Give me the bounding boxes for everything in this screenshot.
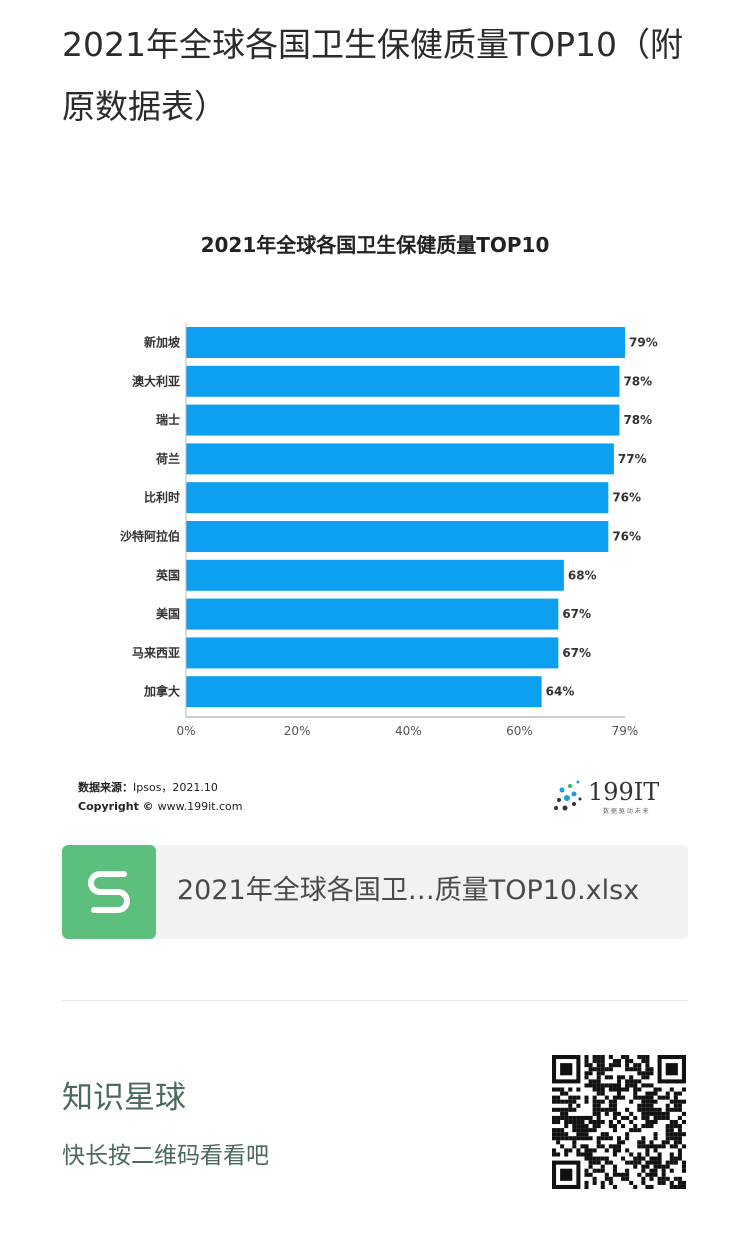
bar-4 bbox=[186, 482, 609, 514]
bar-chart: 2021年全球各国卫生保健质量TOP10 新加坡 79% 澳大利亚 78% 瑞士 78% 荷… bbox=[78, 233, 659, 815]
bar-7 bbox=[186, 598, 559, 630]
article-title: 2021年全球各国卫生保健质量TOP10（附原数据表） bbox=[62, 25, 684, 126]
logo-199it: 199IT 数 据 驱 动 未 来 bbox=[554, 778, 659, 815]
bar-9 bbox=[186, 676, 542, 708]
value-label: 67% bbox=[562, 607, 591, 621]
source-value: Ipsos，2021.10 bbox=[133, 781, 218, 794]
category-label: 新加坡 bbox=[144, 335, 181, 350]
x-tick-label: 79% bbox=[612, 724, 639, 738]
svg-text:数据来源：Ipsos，2021.10: 数据来源：Ipsos，2021.10 bbox=[78, 780, 218, 794]
value-label: 78% bbox=[623, 374, 652, 388]
value-label: 78% bbox=[623, 413, 652, 427]
value-label: 76% bbox=[612, 491, 641, 505]
bar-5 bbox=[186, 521, 609, 552]
category-label: 美国 bbox=[156, 606, 180, 621]
x-tick-label: 40% bbox=[395, 724, 422, 738]
category-label: 荷兰 bbox=[155, 451, 180, 466]
value-label: 76% bbox=[612, 530, 641, 544]
bar-6 bbox=[186, 559, 564, 591]
qr-code-icon[interactable] bbox=[552, 1055, 686, 1189]
category-label: 加拿大 bbox=[143, 684, 180, 699]
category-label: 英国 bbox=[156, 567, 180, 582]
value-label: 68% bbox=[568, 568, 597, 582]
spreadsheet-s-icon bbox=[62, 845, 156, 939]
bar-1 bbox=[186, 365, 620, 397]
divider bbox=[62, 1000, 688, 1001]
copyright-site: www.199it.com bbox=[158, 800, 243, 813]
promo-title: 知识星球 bbox=[62, 1080, 186, 1116]
bar-3 bbox=[186, 443, 614, 475]
logo-tagline: 数 据 驱 动 未 来 bbox=[603, 807, 649, 815]
value-label: 77% bbox=[618, 452, 647, 466]
x-tick-label: 60% bbox=[506, 724, 533, 738]
copyright-label: Copyright © bbox=[78, 800, 154, 813]
attachment-card[interactable]: 2021年全球各国卫…质量TOP10.xlsx bbox=[62, 845, 688, 939]
logo-text: 199IT bbox=[588, 778, 659, 806]
chart-title: 2021年全球各国卫生保健质量TOP10 bbox=[201, 233, 550, 257]
x-tick-label: 20% bbox=[284, 724, 311, 738]
bar-8 bbox=[186, 637, 559, 669]
category-label: 比利时 bbox=[144, 490, 180, 505]
category-label: 马来西亚 bbox=[132, 645, 180, 660]
value-label: 64% bbox=[546, 685, 575, 699]
promo-subtitle: 快长按二维码看看吧 bbox=[62, 1143, 269, 1169]
attachment-file-name: 2021年全球各国卫…质量TOP10.xlsx bbox=[177, 875, 640, 906]
category-label: 澳大利亚 bbox=[132, 373, 180, 388]
chart-image[interactable]: 2021年全球各国卫生保健质量TOP10 新加坡 79% 澳大利亚 78% 瑞士 78% 荷… bbox=[62, 196, 688, 830]
svg-text:Copyright ©www.199it.com: Copyright © www.199it.com bbox=[78, 800, 243, 813]
category-label: 瑞士 bbox=[156, 412, 180, 427]
chart-footer: 数据来源：Ipsos，2021.10 Copyright © www.199it.… bbox=[78, 778, 659, 815]
bar-0 bbox=[186, 327, 625, 358]
value-label: 67% bbox=[562, 646, 591, 660]
value-label: 79% bbox=[629, 336, 658, 350]
logo-dots-icon bbox=[554, 780, 582, 811]
category-label: 沙特阿拉伯 bbox=[120, 529, 180, 544]
bar-2 bbox=[186, 404, 620, 436]
source-label: 数据来源： bbox=[78, 780, 133, 794]
x-tick-label: 0% bbox=[176, 724, 195, 738]
